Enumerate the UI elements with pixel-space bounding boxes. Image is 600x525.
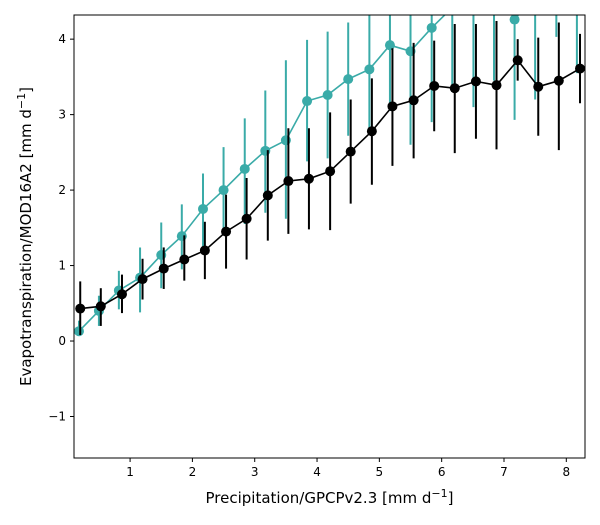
x-axis-label-tail: ] — [448, 489, 454, 507]
data-point — [199, 245, 210, 256]
y-tick-label: 4 — [58, 32, 66, 46]
y-axis-label-exponent: −1 — [15, 93, 28, 109]
data-point — [303, 173, 314, 184]
series-1 — [75, 21, 585, 335]
data-point — [447, 2, 457, 12]
data-point — [533, 81, 544, 92]
x-tick-label: 4 — [313, 465, 321, 479]
data-point — [218, 185, 229, 196]
y-axis-label-text: Evapotranspiration/MOD16A2 [mm d — [17, 109, 35, 386]
data-point — [322, 89, 333, 100]
data-point — [572, 0, 582, 6]
data-point — [449, 83, 460, 94]
y-tick-label: 1 — [58, 259, 66, 273]
x-tick-label: 2 — [189, 465, 197, 479]
x-axis-label-exponent: −1 — [431, 487, 447, 500]
data-point — [260, 145, 271, 156]
data-point — [408, 95, 419, 106]
data-point — [176, 231, 187, 242]
data-point — [512, 55, 523, 66]
data-point — [179, 254, 190, 265]
data-point — [366, 126, 377, 137]
data-point — [387, 101, 398, 112]
y-tick-label: 0 — [58, 334, 66, 348]
data-point — [262, 190, 273, 201]
data-point — [491, 80, 502, 91]
x-tick-label: 3 — [251, 465, 259, 479]
y-axis-label-tail: ] — [17, 87, 35, 93]
data-point — [221, 226, 232, 237]
data-point — [241, 213, 252, 224]
data-point — [575, 63, 585, 74]
data-point — [509, 15, 520, 25]
x-tick-label: 8 — [562, 465, 570, 479]
plot-area — [74, 0, 585, 337]
data-point — [343, 74, 354, 85]
data-point — [429, 80, 440, 91]
y-tick-label: 2 — [58, 183, 66, 197]
x-tick-label: 1 — [126, 465, 134, 479]
y-tick-label: 3 — [58, 108, 66, 122]
x-tick-label: 7 — [500, 465, 508, 479]
data-point — [116, 289, 127, 300]
data-point — [553, 75, 564, 86]
x-axis-label: Precipitation/GPCPv2.3 [mm d−1] — [206, 487, 454, 507]
x-axis: 1 2 3 4 5 6 7 8 — [126, 458, 570, 479]
x-tick-label: 6 — [438, 465, 446, 479]
data-point — [158, 263, 169, 274]
y-axis: −1 0 1 2 3 4 — [48, 32, 74, 423]
x-tick-label: 5 — [376, 465, 384, 479]
data-point — [384, 40, 395, 51]
data-point — [137, 274, 148, 285]
y-axis-label: Evapotranspiration/MOD16A2 [mm d−1] — [15, 87, 35, 386]
data-point — [302, 96, 313, 107]
plot-frame — [73, 14, 586, 459]
data-point — [470, 76, 481, 87]
y-tick-label: −1 — [48, 409, 66, 423]
data-point — [156, 249, 167, 260]
data-point — [364, 64, 375, 75]
data-point — [74, 326, 84, 337]
data-point — [75, 303, 86, 314]
data-point — [280, 135, 291, 146]
data-point — [239, 163, 250, 174]
data-point — [197, 203, 208, 214]
data-point — [426, 22, 437, 33]
data-point — [325, 166, 336, 177]
x-axis-label-text: Precipitation/GPCPv2.3 [mm d — [206, 489, 432, 507]
data-point — [345, 146, 356, 157]
data-point — [283, 176, 294, 187]
data-point — [95, 301, 106, 312]
